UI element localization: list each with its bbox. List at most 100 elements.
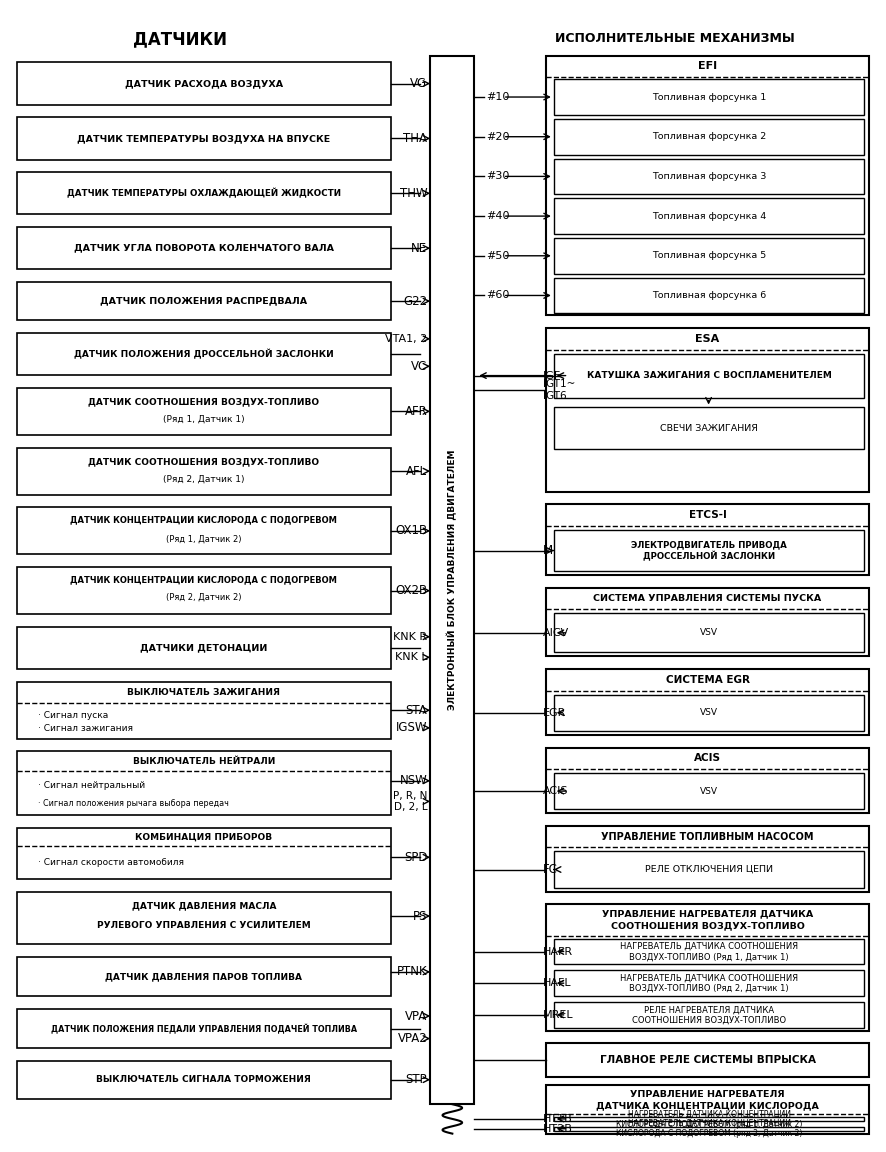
Text: ДАТЧИК ДАВЛЕНИЯ ПАРОВ ТОПЛИВА: ДАТЧИК ДАВЛЕНИЯ ПАРОВ ТОПЛИВА bbox=[105, 972, 302, 982]
Bar bbox=[545, 904, 868, 1031]
Text: КОМБИНАЦИЯ ПРИБОРОВ: КОМБИНАЦИЯ ПРИБОРОВ bbox=[136, 832, 272, 841]
Bar bbox=[17, 227, 391, 270]
Bar bbox=[553, 238, 864, 274]
Bar bbox=[17, 507, 391, 554]
Text: ACIS: ACIS bbox=[694, 753, 720, 764]
Bar bbox=[553, 1117, 864, 1121]
Text: MREL: MREL bbox=[542, 1010, 573, 1020]
Bar bbox=[17, 448, 391, 494]
Text: P, R, N
D, 2, L: P, R, N D, 2, L bbox=[392, 790, 427, 812]
Text: · Сигнал пуска: · Сигнал пуска bbox=[38, 711, 108, 720]
Text: Топливная форсунка 4: Топливная форсунка 4 bbox=[651, 212, 766, 220]
Text: #40: #40 bbox=[486, 211, 509, 221]
Text: (Ряд 2, Датчик 2): (Ряд 2, Датчик 2) bbox=[166, 593, 241, 602]
Text: · Сигнал положения рычага выбора передач: · Сигнал положения рычага выбора передач bbox=[38, 798, 229, 808]
Text: (Ряд 1, Датчик 2): (Ряд 1, Датчик 2) bbox=[166, 535, 241, 544]
Text: VSV: VSV bbox=[699, 708, 718, 718]
Text: VC: VC bbox=[410, 359, 427, 373]
Bar bbox=[553, 1127, 864, 1130]
Text: VSV: VSV bbox=[699, 787, 718, 796]
Bar bbox=[553, 159, 864, 195]
Text: EFI: EFI bbox=[697, 61, 717, 71]
Bar bbox=[553, 939, 864, 964]
Text: РУЛЕВОГО УПРАВЛЕНИЯ С УСИЛИТЕЛЕМ: РУЛЕВОГО УПРАВЛЕНИЯ С УСИЛИТЕЛЕМ bbox=[97, 922, 310, 931]
Text: СООТНОШЕНИЯ ВОЗДУХ-ТОПЛИВО: СООТНОШЕНИЯ ВОЗДУХ-ТОПЛИВО bbox=[610, 922, 804, 931]
Text: NSW: NSW bbox=[399, 774, 427, 787]
Text: SPD: SPD bbox=[403, 851, 427, 864]
Text: НАГРЕВАТЕЛЬ ДАТЧИКА КОНЦЕНТРАЦИИ
КИСЛОРОДА С ПОДОГРЕВОМ (ряд 2, Датчик 2): НАГРЕВАТЕЛЬ ДАТЧИКА КОНЦЕНТРАЦИИ КИСЛОРО… bbox=[615, 1119, 801, 1138]
Text: ДАТЧИК ПОЛОЖЕНИЯ РАСПРЕДВАЛА: ДАТЧИК ПОЛОЖЕНИЯ РАСПРЕДВАЛА bbox=[100, 296, 307, 305]
Bar bbox=[545, 505, 868, 575]
Text: ДАТЧИК УГЛА ПОВОРОТА КОЛЕНЧАТОГО ВАЛА: ДАТЧИК УГЛА ПОВОРОТА КОЛЕНЧАТОГО ВАЛА bbox=[74, 244, 333, 252]
Text: THW: THW bbox=[400, 187, 427, 199]
Text: M: M bbox=[542, 544, 553, 558]
Text: УПРАВЛЕНИЕ ТОПЛИВНЫМ НАСОСОМ: УПРАВЛЕНИЕ ТОПЛИВНЫМ НАСОСОМ bbox=[601, 832, 813, 842]
Text: #20: #20 bbox=[486, 131, 509, 142]
Bar bbox=[545, 55, 868, 316]
Text: EGR: EGR bbox=[542, 707, 565, 718]
Text: ДАТЧИКА КОНЦЕНТРАЦИИ КИСЛОРОДА: ДАТЧИКА КОНЦЕНТРАЦИИ КИСЛОРОДА bbox=[595, 1101, 818, 1111]
Text: PTNK: PTNK bbox=[396, 965, 427, 978]
Text: ДАТЧИК КОНЦЕНТРАЦИИ КИСЛОРОДА С ПОДОГРЕВОМ: ДАТЧИК КОНЦЕНТРАЦИИ КИСЛОРОДА С ПОДОГРЕВ… bbox=[70, 516, 337, 524]
Bar bbox=[553, 851, 864, 888]
Text: СИСТЕМА УПРАВЛЕНИЯ СИСТЕМЫ ПУСКА: СИСТЕМА УПРАВЛЕНИЯ СИСТЕМЫ ПУСКА bbox=[593, 594, 820, 602]
Bar bbox=[553, 119, 864, 154]
Text: НАГРЕВАТЕЛЬ ДАТЧИКА КОНЦЕНТРАЦИИ
КИСЛОРОДА С ПОДОГРЕВОМ (ряд 1, Датчик 2): НАГРЕВАТЕЛЬ ДАТЧИКА КОНЦЕНТРАЦИИ КИСЛОРО… bbox=[615, 1109, 801, 1129]
Text: Топливная форсунка 3: Топливная форсунка 3 bbox=[651, 172, 766, 181]
Bar bbox=[17, 1009, 391, 1048]
Bar bbox=[17, 333, 391, 376]
Bar bbox=[545, 1085, 868, 1134]
Bar bbox=[545, 826, 868, 892]
Text: STP: STP bbox=[405, 1074, 427, 1086]
Text: THA: THA bbox=[403, 132, 427, 145]
Bar bbox=[17, 1061, 391, 1099]
Bar bbox=[17, 892, 391, 945]
Bar bbox=[17, 957, 391, 996]
Bar bbox=[17, 173, 391, 214]
Text: ДАТЧИКИ ДЕТОНАЦИИ: ДАТЧИКИ ДЕТОНАЦИИ bbox=[140, 643, 268, 652]
Text: G22: G22 bbox=[403, 295, 427, 308]
Bar bbox=[545, 669, 868, 735]
Text: ACIS: ACIS bbox=[542, 786, 568, 796]
Text: (Ряд 1, Датчик 1): (Ряд 1, Датчик 1) bbox=[163, 415, 245, 424]
Bar bbox=[17, 388, 391, 435]
Text: ДАТЧИК ТЕМПЕРАТУРЫ ВОЗДУХА НА ВПУСКЕ: ДАТЧИК ТЕМПЕРАТУРЫ ВОЗДУХА НА ВПУСКЕ bbox=[77, 134, 330, 143]
Bar bbox=[17, 118, 391, 159]
Text: ESA: ESA bbox=[695, 334, 719, 343]
Text: HT2B: HT2B bbox=[542, 1123, 572, 1134]
Bar bbox=[553, 773, 864, 809]
Bar bbox=[17, 62, 391, 105]
Text: ГЛАВНОЕ РЕЛЕ СИСТЕМЫ ВПРЫСКА: ГЛАВНОЕ РЕЛЕ СИСТЕМЫ ВПРЫСКА bbox=[599, 1055, 815, 1066]
Text: FC: FC bbox=[542, 863, 557, 876]
Text: VPA2: VPA2 bbox=[397, 1032, 427, 1045]
Text: PS: PS bbox=[413, 910, 427, 923]
Text: AFL: AFL bbox=[406, 464, 427, 478]
Text: ДАТЧИК ПОЛОЖЕНИЯ ПЕДАЛИ УПРАВЛЕНИЯ ПОДАЧЕЙ ТОПЛИВА: ДАТЧИК ПОЛОЖЕНИЯ ПЕДАЛИ УПРАВЛЕНИЯ ПОДАЧ… bbox=[51, 1024, 356, 1033]
Text: ДАТЧИК ПОЛОЖЕНИЯ ДРОССЕЛЬНОЙ ЗАСЛОНКИ: ДАТЧИК ПОЛОЖЕНИЯ ДРОССЕЛЬНОЙ ЗАСЛОНКИ bbox=[74, 349, 333, 359]
Text: ДАТЧИК ТЕМПЕРАТУРЫ ОХЛАЖДАЮЩЕЙ ЖИДКОСТИ: ДАТЧИК ТЕМПЕРАТУРЫ ОХЛАЖДАЮЩЕЙ ЖИДКОСТИ bbox=[66, 188, 340, 198]
Bar bbox=[553, 695, 864, 730]
Text: НАГРЕВАТЕЛЬ ДАТЧИКА СООТНОШЕНИЯ
ВОЗДУХ-ТОПЛИВО (Ряд 2, Датчик 1): НАГРЕВАТЕЛЬ ДАТЧИКА СООТНОШЕНИЯ ВОЗДУХ-Т… bbox=[619, 973, 797, 993]
Bar bbox=[545, 1044, 868, 1077]
Text: СИСТЕМА EGR: СИСТЕМА EGR bbox=[664, 675, 749, 685]
Bar bbox=[17, 282, 391, 320]
Bar bbox=[553, 613, 864, 652]
Text: · Сигнал нейтральный: · Сигнал нейтральный bbox=[38, 781, 145, 790]
Bar bbox=[545, 588, 868, 657]
Bar bbox=[17, 828, 391, 879]
Bar bbox=[17, 567, 391, 614]
Bar bbox=[17, 682, 391, 738]
Bar bbox=[430, 55, 474, 1105]
Text: РЕЛЕ ОТКЛЮЧЕНИЯ ЦЕПИ: РЕЛЕ ОТКЛЮЧЕНИЯ ЦЕПИ bbox=[644, 865, 773, 874]
Text: Топливная форсунка 2: Топливная форсунка 2 bbox=[651, 132, 766, 142]
Text: ДАТЧИК СООТНОШЕНИЯ ВОЗДУХ-ТОПЛИВО: ДАТЧИК СООТНОШЕНИЯ ВОЗДУХ-ТОПЛИВО bbox=[89, 397, 319, 406]
Text: ЭЛЕКТРОДВИГАТЕЛЬ ПРИВОДА
ДРОССЕЛЬНОЙ ЗАСЛОНКИ: ЭЛЕКТРОДВИГАТЕЛЬ ПРИВОДА ДРОССЕЛЬНОЙ ЗАС… bbox=[631, 540, 786, 561]
Text: #50: #50 bbox=[486, 251, 509, 260]
Text: ВЫКЛЮЧАТЕЛЬ ЗАЖИГАНИЯ: ВЫКЛЮЧАТЕЛЬ ЗАЖИГАНИЯ bbox=[128, 688, 280, 697]
Bar bbox=[17, 751, 391, 816]
Bar bbox=[553, 79, 864, 115]
Text: КАТУШКА ЗАЖИГАНИЯ С ВОСПЛАМЕНИТЕЛЕМ: КАТУШКА ЗАЖИГАНИЯ С ВОСПЛАМЕНИТЕЛЕМ bbox=[586, 371, 830, 380]
Bar bbox=[553, 970, 864, 996]
Text: KNK L: KNK L bbox=[394, 652, 427, 662]
Text: ВЫКЛЮЧАТЕЛЬ СИГНАЛА ТОРМОЖЕНИЯ: ВЫКЛЮЧАТЕЛЬ СИГНАЛА ТОРМОЖЕНИЯ bbox=[97, 1075, 311, 1084]
